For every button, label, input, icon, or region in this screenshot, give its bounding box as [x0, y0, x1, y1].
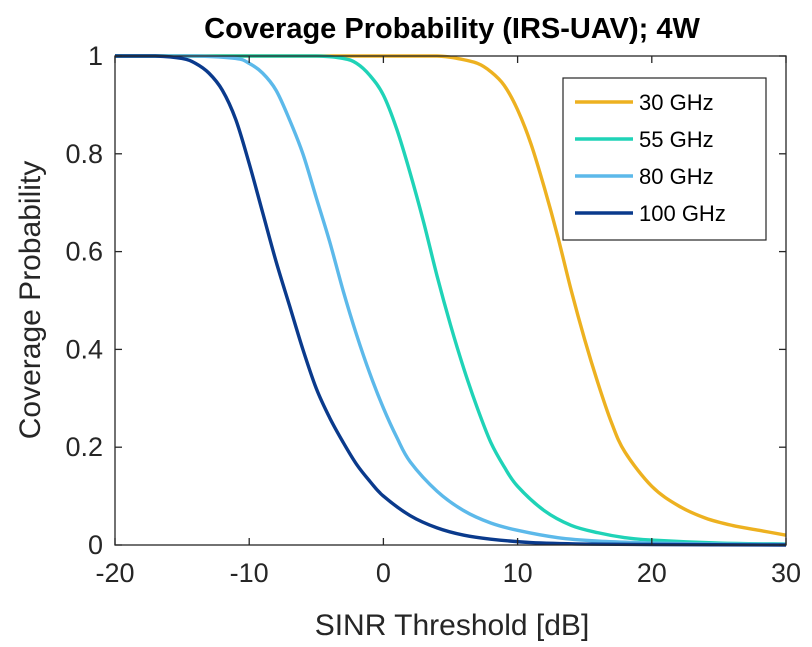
chart-title: Coverage Probability (IRS-UAV); 4W — [204, 13, 700, 45]
y-tick-label: 0.4 — [65, 334, 103, 364]
x-tick-label: 10 — [503, 558, 533, 588]
legend-label-0: 30 GHz — [639, 90, 714, 115]
plot-frame — [114, 55, 787, 546]
x-tick-label: 30 — [771, 558, 801, 588]
x-tick-label: 20 — [637, 558, 667, 588]
y-tick-label: 0 — [88, 530, 103, 560]
y-tick-label: 0.2 — [65, 432, 103, 462]
series-line-1 — [115, 54, 787, 546]
y-tick-label: 0.8 — [65, 139, 103, 169]
legend-label-2: 80 GHz — [639, 164, 714, 189]
x-axis-ticks: -20 -10 0 10 20 30 — [95, 56, 801, 588]
y-tick-label: 1 — [88, 41, 103, 71]
legend: 30 GHz 55 GHz 80 GHz 100 GHz — [562, 77, 767, 241]
y-tick-label: 0.6 — [65, 237, 103, 267]
x-tick-label: -10 — [230, 558, 269, 588]
y-axis-ticks: 0 0.2 0.4 0.6 0.8 1 — [65, 41, 786, 560]
x-axis-label: SINR Threshold [dB] — [315, 609, 590, 642]
x-tick-label: -20 — [95, 558, 134, 588]
series-line-3 — [115, 54, 787, 547]
y-axis-label: Coverage Probability — [14, 161, 47, 439]
series-line-2 — [115, 54, 787, 547]
legend-label-1: 55 GHz — [639, 127, 714, 152]
x-tick-label: 0 — [376, 558, 391, 588]
legend-label-3: 100 GHz — [639, 201, 726, 226]
